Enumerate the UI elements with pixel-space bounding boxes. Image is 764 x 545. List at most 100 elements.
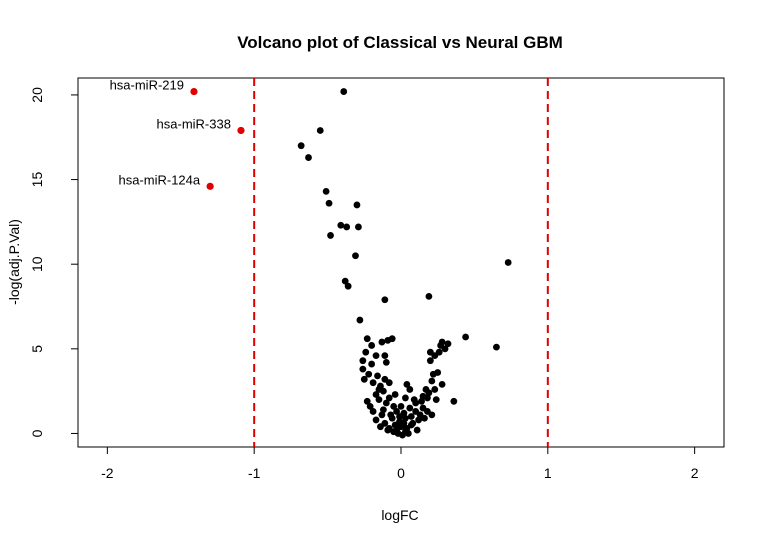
point-annotation: hsa-miR-219 — [110, 78, 184, 93]
data-point — [327, 232, 334, 239]
data-point — [390, 402, 398, 410]
x-tick-label: 2 — [691, 465, 699, 481]
data-point — [359, 357, 367, 365]
data-point — [325, 199, 333, 207]
x-tick-label: 1 — [544, 465, 552, 481]
data-point — [431, 386, 439, 393]
x-tick-label: -2 — [101, 465, 114, 481]
data-point — [378, 338, 386, 346]
y-tick-label: 5 — [29, 345, 45, 353]
data-point — [305, 154, 312, 161]
data-point — [413, 426, 421, 434]
data-point — [397, 402, 405, 410]
data-point — [435, 348, 443, 356]
chart-title: Volcano plot of Classical vs Neural GBM — [237, 33, 563, 52]
data-point — [384, 336, 392, 344]
data-point — [377, 423, 384, 431]
data-point — [375, 386, 383, 393]
data-point — [316, 127, 324, 134]
data-point — [368, 360, 376, 368]
data-point — [360, 375, 368, 383]
data-point — [365, 370, 373, 378]
data-point — [416, 411, 424, 419]
data-points — [297, 88, 512, 439]
data-point — [382, 399, 390, 407]
data-point — [341, 277, 349, 285]
data-point — [419, 392, 427, 400]
point-annotation: hsa-miR-124a — [118, 172, 200, 187]
point-annotation: hsa-miR-338 — [157, 116, 231, 131]
data-point — [396, 413, 403, 420]
data-point — [424, 408, 431, 415]
data-point — [372, 416, 380, 424]
data-point — [493, 343, 500, 351]
data-point — [403, 380, 411, 388]
data-point — [381, 296, 389, 304]
data-point — [428, 377, 436, 385]
data-point — [363, 397, 371, 405]
data-point — [402, 394, 409, 402]
data-point — [322, 188, 330, 195]
data-point — [384, 426, 392, 434]
data-point — [406, 404, 414, 412]
data-point — [393, 408, 400, 415]
data-point — [372, 391, 380, 398]
data-point — [352, 252, 359, 260]
data-point — [362, 348, 370, 356]
x-tick-label: 0 — [397, 465, 405, 481]
data-point — [434, 369, 442, 376]
data-point — [363, 335, 371, 343]
data-point — [372, 352, 380, 359]
y-tick-label: 20 — [29, 87, 45, 103]
data-point — [388, 414, 396, 422]
threshold-lines — [253, 78, 549, 447]
data-point — [369, 379, 377, 387]
data-point — [340, 88, 348, 95]
data-point — [462, 333, 469, 341]
data-point — [444, 340, 452, 348]
data-point — [441, 345, 449, 353]
data-point — [382, 358, 390, 366]
x-axis-label: logFC — [381, 507, 418, 523]
highlighted-points: hsa-miR-219 hsa-miR-338 hsa-miR-124a — [110, 78, 245, 190]
y-axis-label: -log(adj.P.Val) — [6, 219, 22, 305]
data-point — [410, 396, 418, 404]
y-axis: 0 5 10 15 20 — [29, 87, 78, 437]
y-tick-label: 15 — [29, 172, 45, 188]
highlighted-point — [206, 182, 214, 190]
data-point — [343, 223, 351, 231]
data-point — [425, 292, 433, 300]
data-point — [450, 397, 458, 405]
data-point — [368, 342, 376, 349]
data-point — [438, 380, 446, 388]
data-point — [404, 430, 412, 437]
data-point — [356, 316, 364, 324]
data-point — [391, 391, 399, 398]
data-point — [407, 421, 415, 429]
x-axis: -2 -1 0 1 2 — [101, 447, 699, 481]
data-point — [426, 357, 434, 365]
highlighted-point — [237, 126, 245, 135]
data-point — [406, 386, 414, 393]
data-point — [381, 352, 389, 359]
data-point — [353, 201, 361, 209]
data-point — [400, 419, 408, 427]
plot-frame — [77, 77, 725, 448]
data-point — [337, 221, 345, 229]
data-point — [385, 394, 393, 402]
data-point — [344, 282, 352, 290]
y-tick-label: 10 — [29, 256, 45, 272]
x-tick-label: -1 — [248, 465, 261, 481]
data-point — [378, 411, 386, 419]
data-point — [375, 396, 383, 404]
data-point — [504, 259, 512, 266]
data-point — [359, 365, 367, 373]
data-point — [366, 402, 374, 410]
data-point — [432, 396, 440, 404]
data-point — [407, 413, 415, 420]
data-point — [369, 408, 377, 415]
highlighted-point — [190, 87, 198, 96]
data-point — [393, 426, 400, 434]
data-point — [355, 223, 362, 231]
